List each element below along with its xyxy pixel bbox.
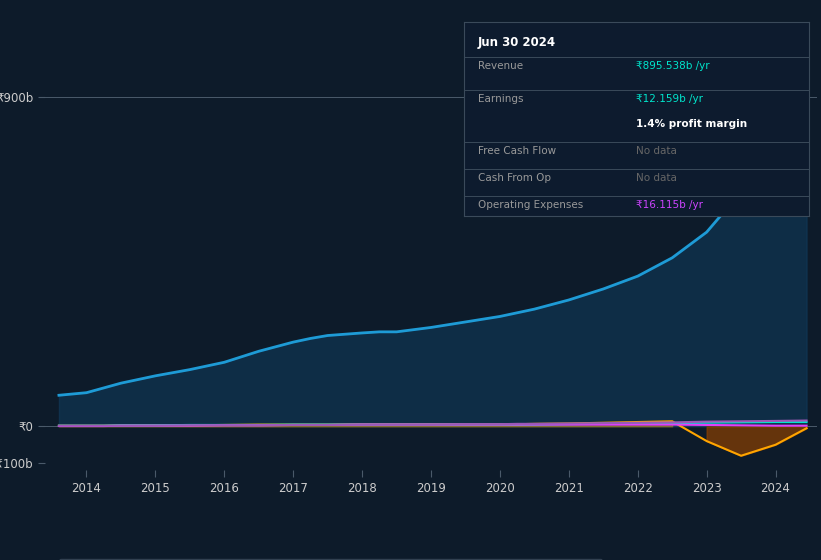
Text: Free Cash Flow: Free Cash Flow	[478, 146, 556, 156]
Text: Operating Expenses: Operating Expenses	[478, 200, 583, 210]
Text: Cash From Op: Cash From Op	[478, 173, 551, 183]
Text: No data: No data	[636, 146, 677, 156]
Text: Jun 30 2024: Jun 30 2024	[478, 36, 556, 49]
Text: Earnings: Earnings	[478, 94, 523, 104]
Text: ₹895.538b /yr: ₹895.538b /yr	[636, 61, 710, 71]
Text: ₹12.159b /yr: ₹12.159b /yr	[636, 94, 704, 104]
Legend: Revenue, Earnings, Free Cash Flow, Cash From Op, Operating Expenses: Revenue, Earnings, Free Cash Flow, Cash …	[59, 559, 603, 560]
Text: 1.4% profit margin: 1.4% profit margin	[636, 119, 747, 129]
Text: Revenue: Revenue	[478, 61, 523, 71]
Text: No data: No data	[636, 173, 677, 183]
Text: ₹16.115b /yr: ₹16.115b /yr	[636, 200, 704, 210]
